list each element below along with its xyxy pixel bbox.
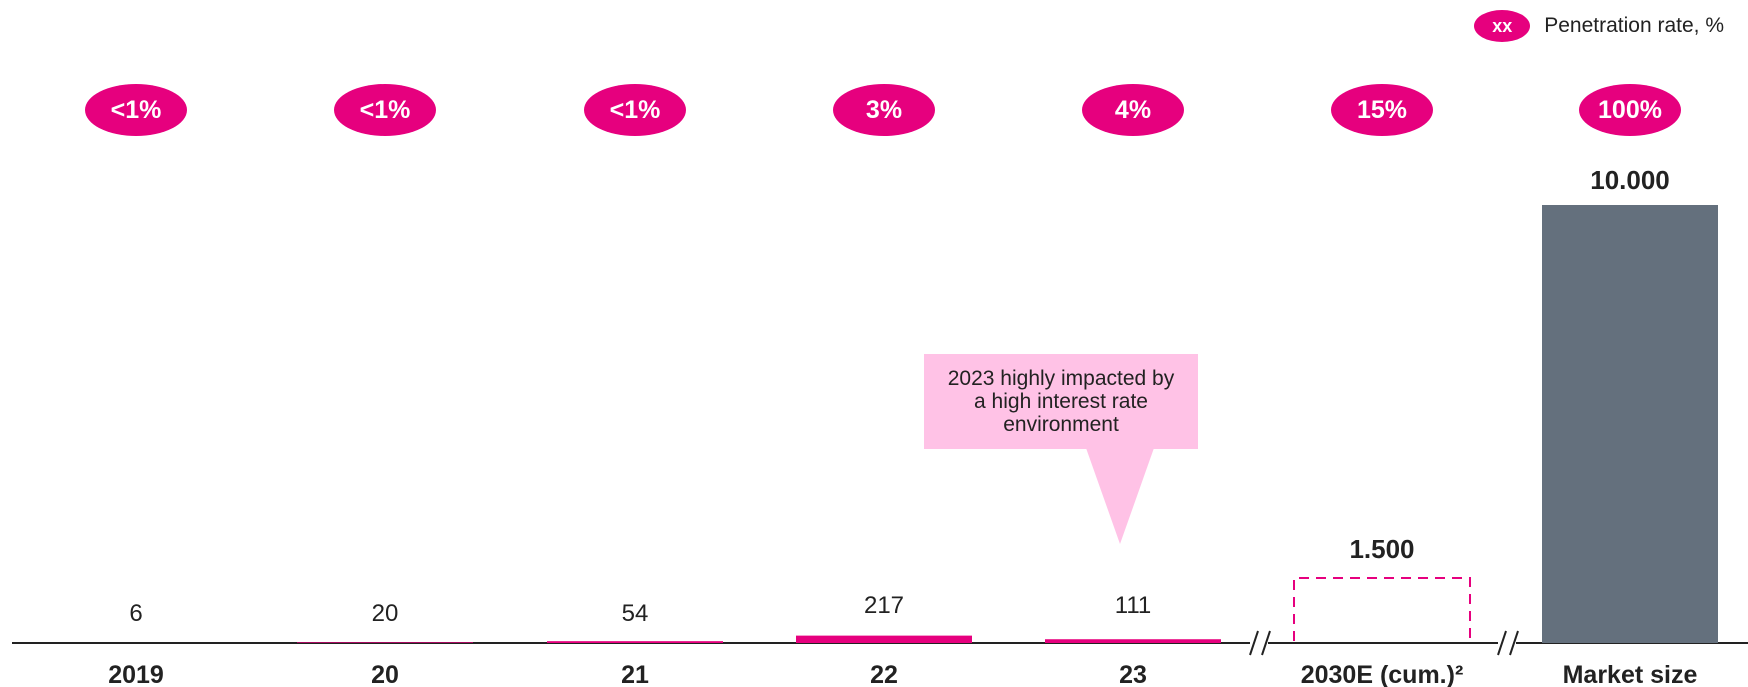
category-label: 2019 [108, 661, 164, 687]
category-label: 2030E (cum.)² [1301, 661, 1464, 687]
value-label: 20 [372, 600, 399, 627]
bar-23 [1045, 639, 1221, 643]
penetration-rate-pill: 100% [1579, 84, 1681, 136]
value-label: 10.000 [1590, 165, 1670, 195]
value-label: 111 [1115, 592, 1151, 619]
legend: xx Penetration rate, % [1474, 10, 1724, 42]
legend-label: Penetration rate, % [1544, 14, 1724, 37]
bar-22 [796, 635, 972, 643]
callout-pointer [1086, 448, 1154, 544]
penetration-rate-pill: <1% [334, 84, 436, 136]
bar-20 [297, 642, 473, 643]
value-label: 54 [622, 600, 649, 627]
category-label: 23 [1119, 661, 1147, 687]
value-label: 217 [864, 592, 904, 619]
bar-21 [547, 641, 723, 643]
value-label: 1.500 [1349, 534, 1414, 564]
category-label: Market size [1563, 661, 1698, 687]
axis-break-mark [1261, 630, 1271, 656]
category-label: 21 [621, 661, 649, 687]
penetration-rate-pill: 4% [1082, 84, 1184, 136]
legend-marker: xx [1474, 10, 1531, 42]
value-label: 6 [129, 600, 142, 627]
penetration-rate-pill: 15% [1331, 84, 1433, 136]
category-label: 20 [371, 661, 399, 687]
category-label: 22 [870, 661, 898, 687]
axis-break-mark [1249, 630, 1259, 656]
annotation-callout: 2023 highly impacted by a high interest … [924, 354, 1198, 449]
bar-market-size [1542, 205, 1718, 643]
bar-2030e-dashed [1293, 577, 1471, 641]
penetration-rate-pill: <1% [85, 84, 187, 136]
penetration-rate-pill: <1% [584, 84, 686, 136]
penetration-rate-pill: 3% [833, 84, 935, 136]
axis-break-mark [1509, 630, 1519, 656]
axis-break-mark [1497, 630, 1507, 656]
